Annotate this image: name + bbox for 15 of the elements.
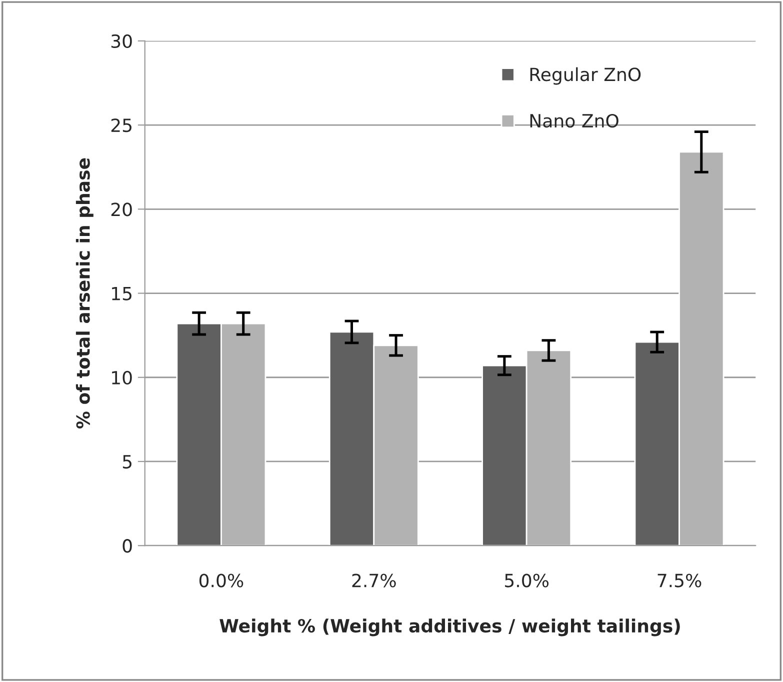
y-tick-label: 5 xyxy=(122,455,132,469)
x-tick-label: 5.0% xyxy=(505,574,549,588)
y-tick-label: 15 xyxy=(112,286,132,300)
x-tick-label: 2.7% xyxy=(352,574,396,588)
legend-label: Nano ZnO xyxy=(530,114,618,128)
y-tick-label: 30 xyxy=(111,34,132,48)
legend-label: Regular ZnO xyxy=(530,67,641,85)
y-tick-label: 10 xyxy=(112,370,132,384)
x-tick-label: 0.0% xyxy=(199,574,244,588)
y-tick-label: 25 xyxy=(111,118,132,132)
y-tick-label: 0 xyxy=(122,539,132,553)
x-axis-title: Weight % (Weight additives / weight tailings) xyxy=(220,618,680,636)
y-tick-label: 20 xyxy=(111,202,132,216)
y-axis-title: % of total arsenic in phase xyxy=(76,158,94,428)
x-tick-label: 7.5% xyxy=(658,574,702,588)
